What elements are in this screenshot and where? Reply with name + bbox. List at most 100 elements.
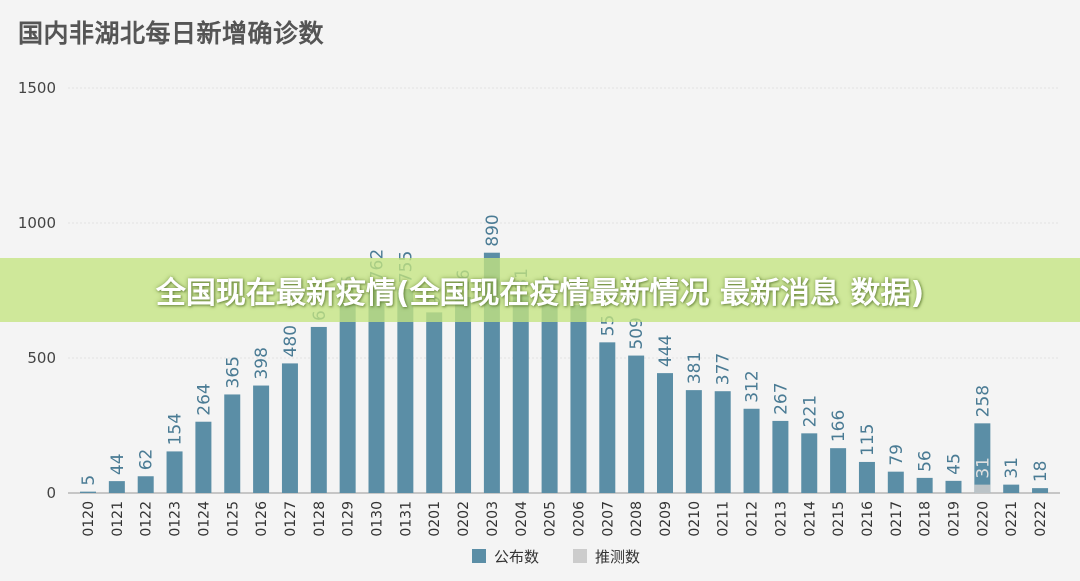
- data-label-published: 56: [916, 450, 936, 472]
- bar-published[interactable]: [772, 420, 789, 493]
- data-label-published: 258: [973, 385, 993, 417]
- bar-published[interactable]: [714, 391, 731, 493]
- bar-published[interactable]: [397, 289, 414, 493]
- bar-published[interactable]: [108, 481, 125, 493]
- x-tick-label: 0129: [341, 501, 357, 537]
- legend-item-published[interactable]: 公布数: [472, 545, 539, 567]
- x-tick-label: 0127: [283, 501, 299, 537]
- x-tick-label: 0213: [773, 501, 789, 537]
- x-tick-label: 0120: [81, 501, 97, 537]
- x-tick-label: 0218: [918, 501, 934, 537]
- data-label-published: 377: [714, 353, 734, 385]
- x-tick-label: 0126: [254, 501, 270, 537]
- x-tick-label: 0204: [514, 501, 530, 537]
- x-tick-label: 0211: [716, 501, 732, 537]
- legend-item-estimated[interactable]: 推测数: [573, 545, 640, 567]
- bar-published[interactable]: [224, 394, 241, 493]
- bar-published[interactable]: [628, 355, 645, 493]
- bar-published[interactable]: [830, 448, 847, 493]
- bar-published[interactable]: [455, 296, 472, 493]
- data-label-published: 365: [223, 356, 243, 388]
- legend-swatch-published: [472, 549, 486, 563]
- bar-published[interactable]: [945, 480, 962, 493]
- bar-published[interactable]: [80, 491, 96, 493]
- data-label-published: 154: [166, 413, 186, 445]
- y-tick-label: 500: [27, 349, 56, 367]
- bar-published[interactable]: [281, 363, 298, 493]
- data-label-published: 264: [194, 383, 214, 415]
- bar-published[interactable]: [685, 390, 702, 493]
- bar-published[interactable]: [368, 287, 385, 493]
- bar-published[interactable]: [887, 471, 904, 493]
- x-tick-label: 0202: [456, 501, 472, 537]
- bar-published[interactable]: [570, 305, 587, 493]
- bar-published[interactable]: [166, 451, 183, 493]
- x-tick-label: 0208: [629, 501, 645, 537]
- bar-published[interactable]: [426, 312, 443, 493]
- data-label-estimated: 31: [973, 457, 993, 479]
- bar-published[interactable]: [541, 302, 558, 493]
- bar-published[interactable]: [1032, 488, 1049, 493]
- bar-published[interactable]: [310, 326, 327, 493]
- data-label-published: 480: [281, 325, 301, 357]
- bar-published[interactable]: [974, 423, 991, 493]
- x-tick-label: 0222: [1033, 501, 1049, 537]
- y-tick-label: 1000: [18, 214, 56, 232]
- bar-estimated[interactable]: [974, 484, 991, 493]
- bar-published[interactable]: [743, 408, 760, 493]
- overlay-banner: 全国现在最新疫情(全国现在疫情最新情况 最新消息 数据): [0, 258, 1080, 322]
- bar-published[interactable]: [339, 302, 356, 493]
- bar-published[interactable]: [253, 385, 270, 493]
- y-tick-label: 1500: [18, 79, 56, 97]
- data-label-published: 44: [108, 453, 128, 475]
- x-tick-label: 0216: [860, 501, 876, 537]
- bar-published[interactable]: [137, 476, 154, 493]
- x-tick-label: 0206: [571, 501, 587, 537]
- bar-published[interactable]: [858, 461, 875, 493]
- bar-published[interactable]: [1003, 484, 1020, 493]
- data-label-published: 31: [1002, 457, 1022, 479]
- data-label-published: 398: [252, 347, 272, 379]
- data-label-published: 18: [1031, 460, 1051, 482]
- x-tick-label: 0210: [687, 501, 703, 537]
- legend-swatch-estimated: [573, 549, 587, 563]
- x-tick-label: 0128: [312, 501, 328, 537]
- bar-published[interactable]: [801, 433, 818, 493]
- x-tick-label: 0221: [1004, 501, 1020, 537]
- x-tick-label: 0214: [802, 501, 818, 537]
- x-tick-label: 0131: [398, 501, 414, 537]
- bar-published[interactable]: [512, 295, 529, 493]
- data-label-published: 115: [858, 423, 878, 455]
- data-label-published: 45: [945, 453, 965, 475]
- bar-published[interactable]: [195, 421, 212, 493]
- data-label-published: 79: [887, 444, 907, 466]
- x-tick-label: 0209: [658, 501, 674, 537]
- x-tick-label: 0201: [427, 501, 443, 537]
- data-label-published: 166: [829, 410, 849, 442]
- bar-published[interactable]: [599, 342, 616, 493]
- data-label-published: 267: [771, 382, 791, 414]
- x-tick-label: 0122: [139, 501, 155, 537]
- x-tick-label: 0207: [600, 501, 616, 537]
- chart-title: 国内非湖北每日新增确诊数: [18, 19, 325, 48]
- data-label-published: 221: [800, 395, 820, 427]
- x-tick-label: 0205: [543, 501, 559, 537]
- x-tick-label: 0203: [485, 501, 501, 537]
- data-label-published: 5: [79, 475, 99, 486]
- data-label-published: 381: [685, 352, 705, 384]
- legend-label-estimated: 推测数: [595, 547, 641, 566]
- x-tick-label: 0130: [370, 501, 386, 537]
- x-tick-label: 0212: [745, 501, 761, 537]
- x-tick-label: 0125: [225, 501, 241, 537]
- x-tick-label: 0121: [110, 501, 126, 537]
- x-tick-label: 0220: [975, 501, 991, 537]
- data-label-published: 62: [137, 449, 157, 471]
- data-label-published: 444: [656, 335, 676, 367]
- legend-label-published: 公布数: [494, 547, 540, 566]
- y-tick-label: 0: [46, 484, 56, 502]
- bar-published[interactable]: [916, 477, 933, 493]
- x-tick-label: 0124: [196, 501, 212, 537]
- bar-published[interactable]: [657, 373, 673, 493]
- x-tick-label: 0123: [168, 501, 184, 537]
